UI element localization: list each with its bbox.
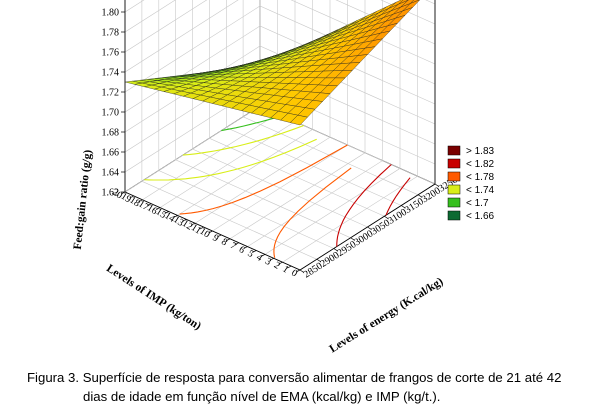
legend-label: < 1.74 <box>466 185 495 196</box>
imp-tick-label: 0 <box>289 268 299 280</box>
contour-floor <box>144 116 411 258</box>
imp-tick-mark <box>234 242 239 246</box>
z-tick-label: 1.62 <box>102 188 120 199</box>
imp-gridline <box>194 0 331 224</box>
z-axis-ticks: 1.62 1.64 1.66 1.68 1.70 1.72 1.74 1.76 1.78 1.80… <box>102 8 125 199</box>
imp-tick-mark <box>208 230 213 234</box>
imp-tick-mark <box>138 199 143 203</box>
contour-line <box>336 164 392 247</box>
caption-line-2: dias de idade em função nível de EMA (kc… <box>83 389 441 404</box>
contour-line <box>179 144 348 215</box>
energy-tick-mark <box>350 237 355 241</box>
imp-gridline <box>229 0 366 240</box>
contour-line <box>385 177 411 216</box>
energy-tick-mark <box>434 183 440 187</box>
legend-swatch <box>447 145 461 156</box>
imp-tick-label: 9 <box>210 232 220 244</box>
imp-tick-label: 3 <box>263 256 273 268</box>
energy-tick-mark <box>417 194 423 198</box>
z-axis-label: Feed:gain ratio (g/g) <box>72 149 94 250</box>
imp-tick-mark <box>295 269 301 273</box>
imp-gridline <box>282 0 418 263</box>
caption-line-1: Figura 3. Superfície de resposta para co… <box>27 370 562 385</box>
imp-axis-label: Levels of IMP (kg/ton) <box>104 262 203 332</box>
legend-label: < 1.7 <box>466 198 489 209</box>
z-gridline <box>124 0 436 33</box>
z-tick-label: 1.80 <box>102 8 120 19</box>
imp-tick-label: 2 <box>272 260 282 272</box>
imp-tick-mark <box>252 250 257 253</box>
response-surface <box>124 0 420 126</box>
imp-tick-mark <box>260 254 266 257</box>
z-tick-label: 1.64 <box>102 168 120 179</box>
imp-tick-mark <box>182 218 187 222</box>
energy-tick-mark <box>367 226 372 230</box>
imp-tick-label: 5 <box>245 248 255 260</box>
z-tick-label: 1.76 <box>102 48 120 59</box>
z-tick-label: 1.72 <box>102 88 120 99</box>
imp-tick-label: 8 <box>219 236 229 248</box>
energy-tick-mark <box>299 269 305 273</box>
energy-tick-mark <box>316 258 322 263</box>
energy-tick-mark <box>401 205 406 209</box>
contour-line <box>144 138 317 181</box>
imp-tick-mark <box>147 203 152 207</box>
z-tick-label: 1.70 <box>102 108 120 119</box>
imp-tick-mark <box>129 195 134 199</box>
legend-label: < 1.66 <box>466 211 495 222</box>
imp-tick-mark <box>225 238 231 242</box>
imp-tick-mark <box>199 226 204 230</box>
plot-box <box>124 0 436 271</box>
imp-tick-mark <box>164 211 169 214</box>
imp-gridline <box>264 0 401 255</box>
legend-swatch <box>447 158 461 169</box>
imp-tick-mark <box>190 222 196 226</box>
z-tick-label: 1.66 <box>102 148 120 159</box>
legend-swatch <box>447 171 461 182</box>
imp-tick-mark <box>155 207 161 210</box>
legend-swatch <box>447 184 461 195</box>
imp-tick-mark <box>173 215 178 218</box>
surface-chart: 1.62 1.64 1.66 1.68 1.70 1.72 1.74 1.76 1.78 1.80… <box>72 0 495 355</box>
legend: > 1.83 < 1.82 < 1.78 < 1.74 < 1.7 < 1.66 <box>447 145 495 222</box>
z-tick-label: 1.74 <box>102 68 120 79</box>
imp-tick-mark <box>120 191 126 195</box>
imp-tick-label: 7 <box>228 240 238 252</box>
contour-line <box>273 167 352 258</box>
imp-tick-mark <box>278 261 283 265</box>
imp-tick-label: 4 <box>254 252 264 264</box>
energy-tick-mark <box>333 248 338 252</box>
imp-gridline <box>177 0 313 216</box>
imp-tick-mark <box>269 257 274 261</box>
energy-axis-label: Levels of energy (K.cal/kg) <box>327 275 445 355</box>
legend-swatch <box>447 197 461 208</box>
legend-label: > 1.83 <box>466 146 495 157</box>
legend-label: < 1.78 <box>466 172 495 183</box>
figure-caption: Figura 3. Superfície de resposta para co… <box>0 368 600 406</box>
imp-tick-mark <box>217 234 222 238</box>
contour-line <box>221 116 278 132</box>
imp-tick-label: 6 <box>237 244 247 256</box>
surface-cell <box>289 115 308 126</box>
z-tick-label: 1.68 <box>102 128 120 139</box>
imp-tick-mark <box>243 246 248 249</box>
legend-swatch <box>447 210 461 221</box>
z-tick-label: 1.78 <box>102 28 120 39</box>
legend-label: < 1.82 <box>466 159 495 170</box>
imp-tick-label: 1 <box>280 264 290 276</box>
imp-tick-mark <box>287 265 292 269</box>
contour-line <box>182 124 304 156</box>
energy-tick-mark <box>384 215 389 220</box>
